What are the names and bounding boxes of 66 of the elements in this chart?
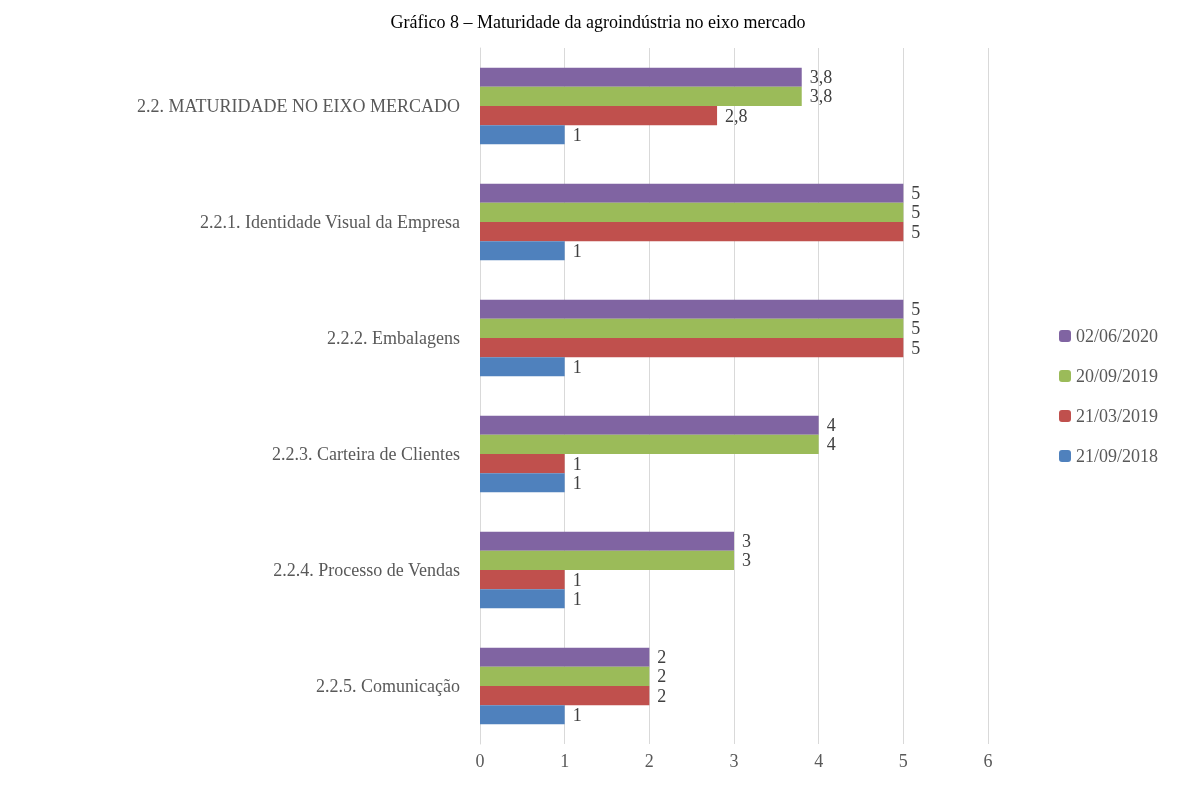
- bar: [480, 125, 565, 145]
- bar: [480, 222, 904, 242]
- data-label: 3: [742, 550, 751, 571]
- y-tick-label: 2.2.3. Carteira de Clientes: [272, 444, 460, 464]
- chart-title: Gráfico 8 – Maturidade da agroindústria no eixo mercado: [390, 12, 806, 32]
- y-tick-label: 2.2.4. Processo de Vendas: [273, 560, 460, 580]
- bar: [480, 473, 565, 493]
- x-tick-label: 2: [644, 751, 654, 771]
- data-label: 4: [826, 415, 836, 436]
- bar: [480, 357, 565, 377]
- bar: [480, 705, 565, 725]
- data-label: 3: [742, 531, 751, 552]
- data-label: 2,8: [725, 105, 748, 126]
- bar: [480, 454, 565, 474]
- bar: [480, 241, 565, 261]
- data-label: 2: [657, 647, 667, 668]
- y-tick-label: 2.2. MATURIDADE NO EIXO MERCADO: [137, 96, 460, 116]
- data-label: 1: [572, 453, 582, 474]
- x-tick-label: 4: [814, 751, 824, 771]
- bar: [480, 550, 734, 570]
- y-tick-label: 2.2.1. Identidade Visual da Empresa: [199, 212, 461, 232]
- x-tick-label: 5: [898, 751, 908, 771]
- data-label: 1: [572, 588, 582, 609]
- data-label: 3,8: [809, 67, 833, 88]
- bar: [480, 318, 904, 338]
- bar: [480, 686, 650, 706]
- bar: [480, 531, 734, 551]
- data-label: 2: [657, 685, 667, 706]
- x-tick-label: 1: [560, 751, 570, 771]
- bar: [480, 647, 650, 667]
- bar: [480, 299, 904, 319]
- data-label: 3,8: [809, 86, 833, 107]
- data-label: 5: [911, 221, 921, 242]
- bar: [480, 338, 904, 358]
- bar: [480, 183, 904, 203]
- data-label: 4: [826, 434, 836, 455]
- legend-label: 02/06/2020: [1076, 326, 1159, 346]
- bar: [480, 570, 565, 590]
- bar: [480, 434, 819, 454]
- bar: [480, 415, 819, 435]
- bar: [480, 589, 565, 609]
- data-label: 1: [572, 356, 582, 377]
- y-tick-label: 2.2.5. Comunicação: [316, 676, 460, 696]
- legend-label: 21/09/2018: [1076, 446, 1159, 466]
- x-tick-label: 0: [475, 751, 485, 771]
- legend-label: 20/09/2019: [1076, 366, 1159, 386]
- data-label: 1: [572, 704, 582, 725]
- data-label: 5: [911, 337, 921, 358]
- bar: [480, 86, 802, 106]
- data-label: 1: [572, 472, 582, 493]
- y-tick-label: 2.2.2. Embalagens: [327, 328, 460, 348]
- data-label: 5: [911, 183, 921, 204]
- legend-label: 21/03/2019: [1076, 406, 1159, 426]
- data-label: 1: [572, 240, 582, 261]
- bar: [480, 202, 904, 222]
- x-tick-label: 3: [729, 751, 739, 771]
- data-label: 5: [911, 202, 921, 223]
- x-tick-label: 6: [983, 751, 993, 771]
- bar: [480, 67, 802, 87]
- data-label: 1: [572, 124, 582, 145]
- data-label: 5: [911, 299, 921, 320]
- data-label: 1: [572, 569, 582, 590]
- data-label: 2: [657, 666, 667, 687]
- data-label: 5: [911, 318, 921, 339]
- bar: [480, 666, 650, 686]
- bar: [480, 106, 718, 126]
